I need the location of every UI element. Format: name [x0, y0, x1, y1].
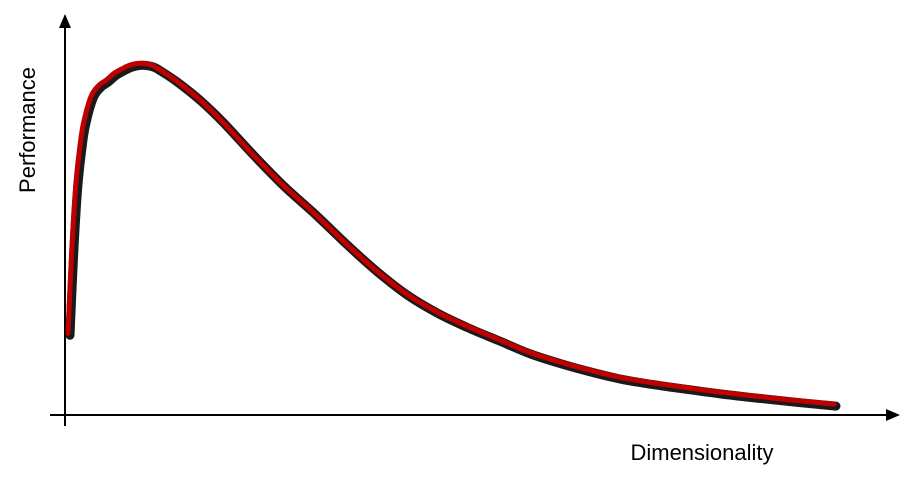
x-axis-label: Dimensionality — [630, 440, 773, 465]
y-axis-label: Performance — [15, 67, 40, 193]
x-axis-arrow-icon — [886, 409, 900, 421]
performance-curve-shadow — [65, 60, 841, 411]
y-axis-arrow-icon — [59, 14, 71, 28]
performance-curve-line — [65, 60, 837, 407]
